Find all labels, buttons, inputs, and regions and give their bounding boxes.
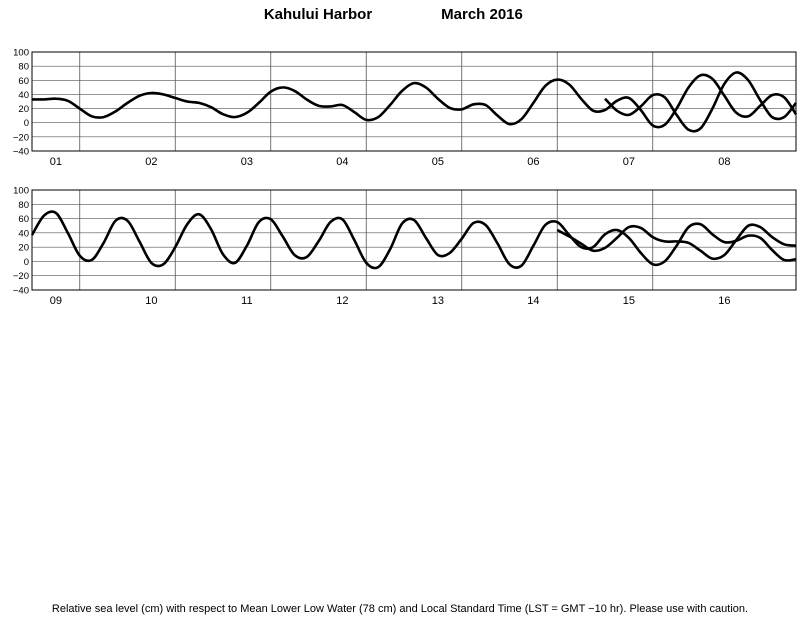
x-tick-label: 11 xyxy=(241,295,252,307)
x-tick-label: 10 xyxy=(145,295,157,307)
chart-panel: 100 80 60 40 20 0 −20 −40 01 02 03 04 05 06 07 08 xyxy=(13,48,798,168)
panel-frame xyxy=(31,51,797,152)
y-tick-label: 100 xyxy=(13,186,29,197)
x-tick-label: 04 xyxy=(336,156,348,168)
observed-series-line xyxy=(30,210,797,270)
x-tick-label: 06 xyxy=(527,156,539,168)
chart-title-period: March 2016 xyxy=(441,6,523,23)
y-tick-label: 20 xyxy=(18,243,29,254)
chart-title-station: Kahului Harbor xyxy=(264,6,373,23)
y-tick-label: 100 xyxy=(13,48,29,59)
panel-frame xyxy=(31,189,797,291)
x-tick-label: 15 xyxy=(623,295,635,307)
observed-series-line xyxy=(604,71,798,133)
y-tick-label: 60 xyxy=(18,214,29,225)
observed-series-line xyxy=(556,223,797,261)
chart-panel: 100 80 60 40 20 0 −20 −40 09 10 11 12 13 14 15 16 xyxy=(13,186,797,307)
x-tick-label: 03 xyxy=(241,156,253,168)
footer-note: Relative sea level (cm) with respect to … xyxy=(52,603,748,615)
x-tick-label: 14 xyxy=(527,295,539,307)
y-tick-label: 40 xyxy=(18,90,29,101)
y-tick-label: −20 xyxy=(13,132,29,143)
x-tick-label: 12 xyxy=(336,295,348,307)
y-tick-label: 40 xyxy=(18,228,29,239)
y-tick-label: 80 xyxy=(18,200,29,211)
y-tick-label: 0 xyxy=(24,257,29,268)
y-tick-label: −40 xyxy=(13,286,29,297)
x-tick-label: 07 xyxy=(623,156,635,168)
x-tick-label: 13 xyxy=(432,295,444,307)
x-tick-label: 05 xyxy=(432,156,444,168)
y-tick-label: 80 xyxy=(18,62,29,73)
x-tick-label: 08 xyxy=(718,156,730,168)
y-tick-label: −20 xyxy=(13,271,29,282)
y-tick-label: 0 xyxy=(24,118,29,129)
y-tick-label: 20 xyxy=(18,104,29,115)
x-tick-label: 16 xyxy=(718,295,730,307)
x-tick-label: 01 xyxy=(50,156,62,168)
y-tick-label: 60 xyxy=(18,76,29,87)
x-tick-label: 02 xyxy=(145,156,157,168)
x-tick-label: 09 xyxy=(50,295,62,307)
observed-series-line xyxy=(31,73,798,129)
y-tick-label: −40 xyxy=(13,147,29,158)
